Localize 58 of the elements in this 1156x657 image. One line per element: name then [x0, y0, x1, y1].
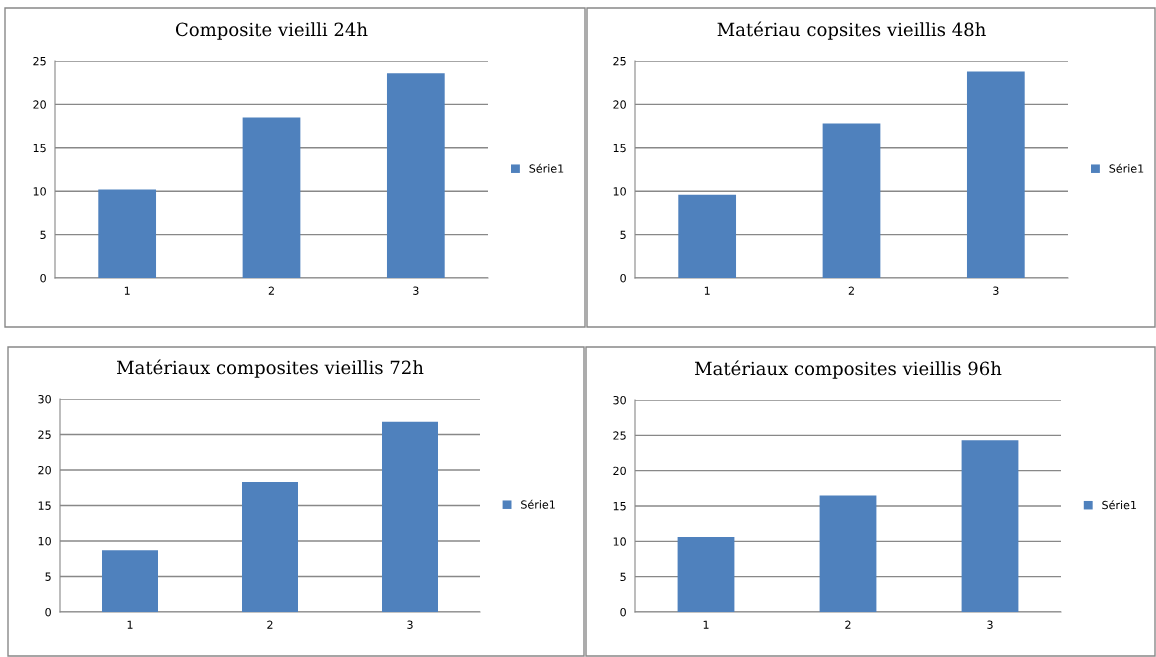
y-tick-label: 15: [33, 143, 46, 153]
bar: [386, 73, 445, 278]
bar: [382, 421, 438, 612]
y-tick-label: 10: [613, 187, 626, 196]
chart-title: Matériau copsites vieillis 48h: [717, 21, 986, 40]
y-tick-label: 20: [38, 465, 51, 475]
legend-label: Série1: [529, 163, 564, 173]
x-tick-label: 1: [127, 620, 133, 629]
chart-title: Matériaux composites vieillis 96h: [695, 360, 1002, 379]
chart-title: Matériaux composites vieillis 72h: [117, 359, 424, 378]
bar: [677, 537, 735, 612]
x-tick-label: 2: [845, 620, 851, 629]
x-tick-label: 2: [848, 286, 854, 295]
y-tick-label: 30: [38, 394, 51, 404]
x-tick-label: 3: [407, 620, 413, 629]
x-tick-label: 1: [703, 620, 709, 629]
bar: [961, 440, 1019, 612]
bar: [819, 495, 877, 612]
bar: [242, 117, 301, 278]
y-tick-label: 25: [33, 56, 46, 66]
legend-label: Série1: [521, 499, 555, 509]
y-tick-label: 25: [613, 431, 626, 440]
y-tick-label: 30: [613, 395, 626, 405]
x-tick-label: 3: [987, 620, 993, 629]
legend-label: Série1: [1109, 163, 1144, 173]
x-tick-label: 1: [124, 286, 130, 295]
x-tick-label: 3: [413, 286, 419, 295]
x-tick-label: 3: [993, 286, 999, 295]
y-tick-label: 0: [45, 607, 51, 617]
y-tick-label: 15: [38, 501, 51, 510]
y-tick-label: 10: [613, 537, 626, 546]
y-tick-label: 20: [613, 466, 626, 476]
y-tick-label: 0: [620, 273, 626, 283]
y-tick-label: 5: [40, 230, 46, 239]
x-tick-label: 1: [704, 286, 710, 295]
y-tick-label: 0: [620, 607, 626, 617]
bar: [98, 189, 157, 278]
bar: [678, 194, 737, 278]
y-tick-label: 5: [620, 230, 626, 239]
bar: [966, 71, 1025, 278]
y-tick-label: 25: [38, 430, 51, 439]
bar: [242, 482, 298, 612]
y-tick-label: 25: [613, 56, 626, 66]
y-tick-label: 5: [45, 572, 51, 581]
legend-label: Série1: [1102, 500, 1136, 510]
x-tick-label: 2: [267, 620, 273, 629]
y-tick-label: 20: [33, 100, 46, 109]
y-tick-label: 15: [613, 502, 626, 511]
bar: [102, 550, 158, 612]
y-tick-label: 15: [613, 143, 626, 153]
bar: [822, 123, 881, 278]
x-tick-label: 2: [268, 286, 274, 295]
chart-title: Composite vieilli 24h: [175, 22, 368, 40]
y-tick-label: 20: [613, 100, 626, 109]
y-tick-label: 10: [38, 536, 51, 546]
y-tick-label: 5: [620, 572, 626, 582]
y-tick-label: 0: [40, 273, 46, 283]
y-tick-label: 10: [33, 187, 46, 196]
